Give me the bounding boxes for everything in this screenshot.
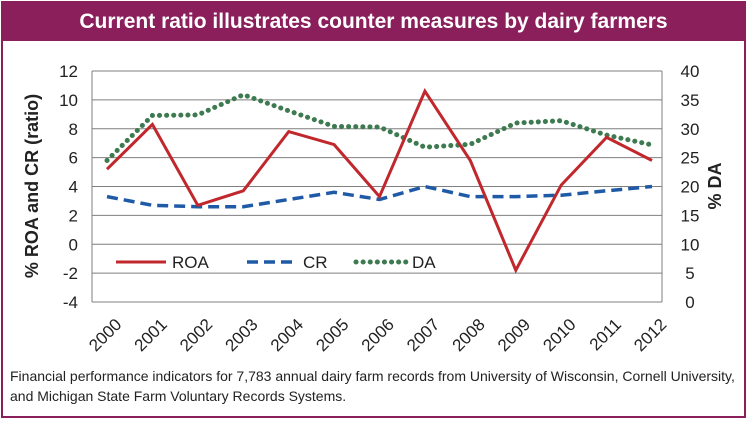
left-tick-label: 12 <box>59 62 78 81</box>
right-tick-label: 0 <box>685 293 694 312</box>
gridlines <box>91 70 663 303</box>
left-tick-label: 6 <box>69 149 78 168</box>
left-tick-label: -2 <box>63 264 78 283</box>
x-tick-label: 2009 <box>494 315 534 355</box>
x-tick-label: 2002 <box>176 315 216 355</box>
right-tick-label: 35 <box>681 91 700 110</box>
x-tick-label: 2001 <box>131 315 171 355</box>
left-tick-label: -4 <box>63 293 78 312</box>
x-tick-label: 2007 <box>403 315 443 355</box>
legend-label-cr: CR <box>303 253 328 272</box>
left-axis-title: % ROA and CR (ratio) <box>22 94 42 278</box>
right-axis-title: % DA <box>705 162 725 209</box>
legend: ROA CR DA <box>116 253 436 272</box>
right-tick-label: 40 <box>681 62 700 81</box>
chart-caption: Financial performance indicators for 7,7… <box>10 368 735 404</box>
series-line-roa <box>105 88 653 274</box>
x-tick-label: 2008 <box>449 315 489 355</box>
left-tick-label: 2 <box>69 206 78 225</box>
x-tick-label: 2005 <box>312 315 352 355</box>
x-tick-label: 2000 <box>85 315 125 355</box>
right-tick-label: 15 <box>681 206 700 225</box>
x-tick-label: 2011 <box>586 315 625 354</box>
series-lines <box>104 88 655 274</box>
x-tick-label: 2010 <box>539 315 579 355</box>
left-tick-label: 8 <box>69 120 78 139</box>
right-tick-label: 30 <box>681 120 700 139</box>
legend-label-roa: ROA <box>172 253 210 272</box>
left-tick-label: 4 <box>69 178 78 197</box>
right-y-ticks: 0 5 10 15 20 25 30 35 40 <box>681 62 700 312</box>
chart-title: Current ratio illustrates counter measur… <box>3 3 744 41</box>
legend-label-da: DA <box>412 253 436 272</box>
right-tick-label: 5 <box>685 264 694 283</box>
left-tick-label: 0 <box>69 235 78 254</box>
left-tick-label: 10 <box>59 91 78 110</box>
x-tick-label: 2004 <box>267 315 307 355</box>
right-tick-label: 25 <box>681 149 700 168</box>
x-ticks: 2000 2001 2002 2003 2004 2005 2006 2007 2008 2009… <box>85 315 670 355</box>
right-tick-label: 20 <box>681 178 700 197</box>
x-tick-label: 2003 <box>222 315 262 355</box>
x-tick-label: 2012 <box>630 315 670 355</box>
right-tick-label: 10 <box>681 235 700 254</box>
x-tick-label: 2006 <box>358 315 398 355</box>
left-y-ticks: -4 -2 0 2 4 6 8 10 12 <box>59 62 78 312</box>
series-line-da <box>104 92 655 163</box>
